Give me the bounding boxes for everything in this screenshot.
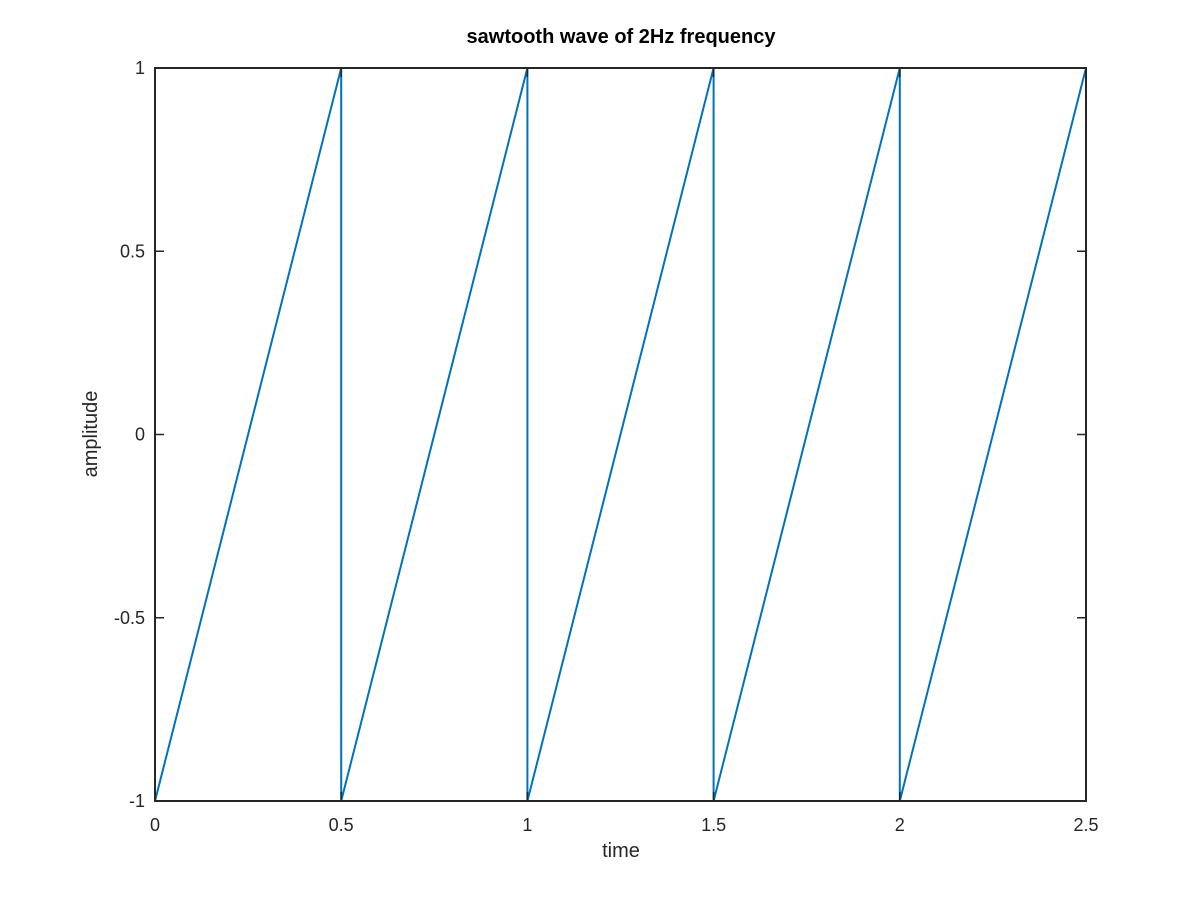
x-axis-title: time xyxy=(602,840,640,862)
x-tick-label: 1 xyxy=(522,815,532,835)
y-tick-labels: -1 -0.5 0 0.5 1 xyxy=(114,58,145,811)
y-tick-label: 0.5 xyxy=(120,241,145,261)
axes-layer xyxy=(154,67,1087,802)
chart-title: sawtooth wave of 2Hz frequency xyxy=(467,26,777,48)
y-tick-label: 0 xyxy=(135,425,145,445)
x-tick-label: 0.5 xyxy=(329,815,354,835)
y-tick-label: -1 xyxy=(129,791,145,811)
y-tick-label: 1 xyxy=(135,58,145,78)
x-tick-label: 2.5 xyxy=(1073,815,1098,835)
y-axis-title: amplitude xyxy=(80,391,102,478)
y-tick-label: -0.5 xyxy=(114,608,145,628)
x-tick-labels: 0 0.5 1 1.5 2 2.5 xyxy=(150,815,1099,835)
x-tick-label: 1.5 xyxy=(701,815,726,835)
x-tick-label: 2 xyxy=(895,815,905,835)
x-tick-label: 0 xyxy=(150,815,160,835)
